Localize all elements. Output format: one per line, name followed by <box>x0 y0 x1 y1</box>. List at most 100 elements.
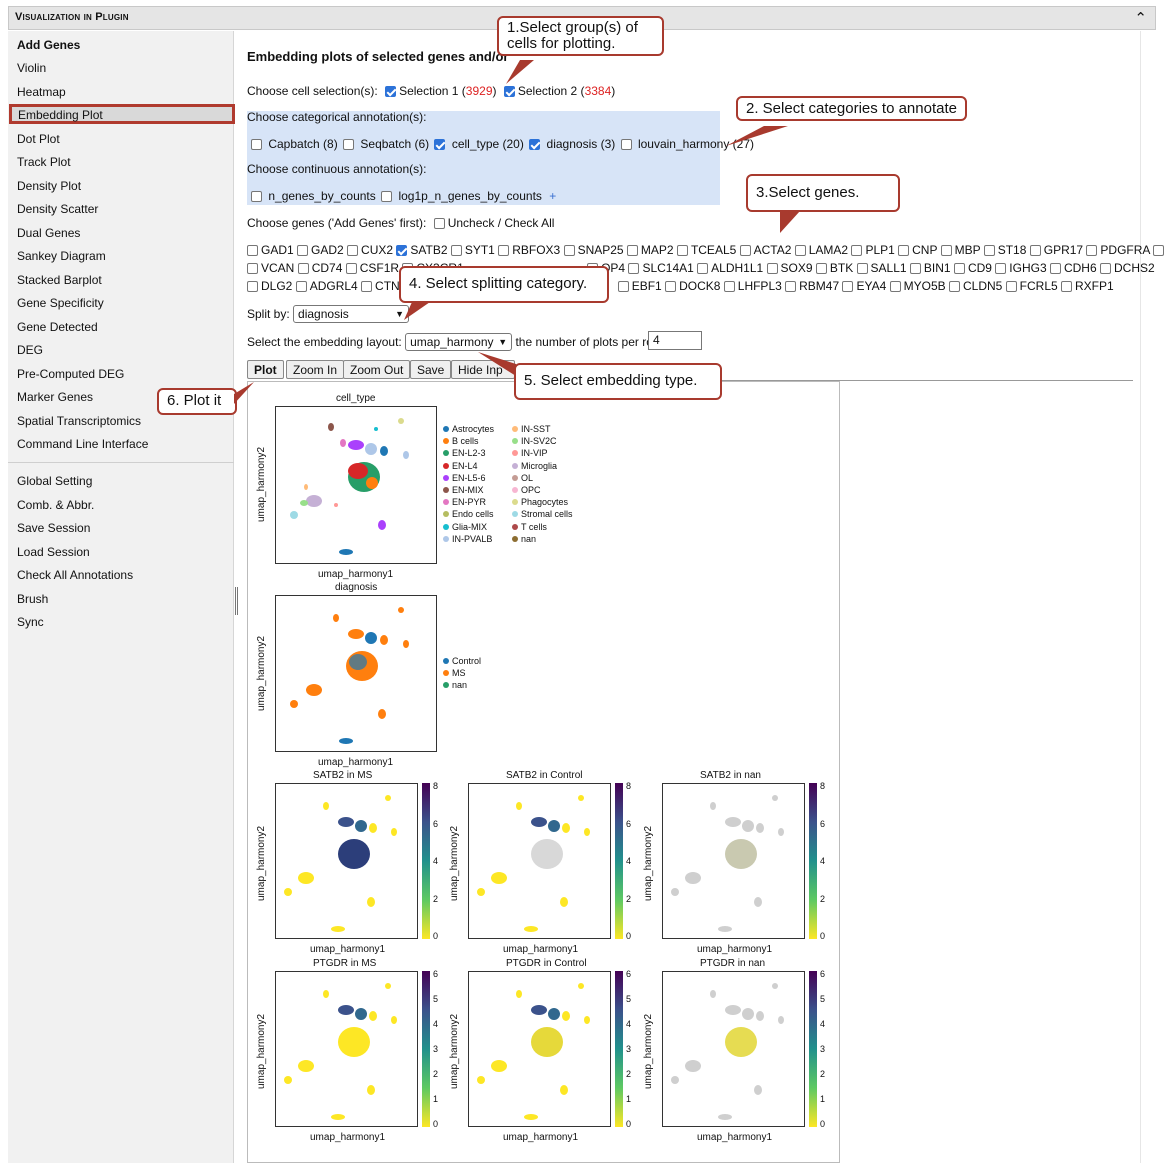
sidebar-item-pre-computed-deg[interactable]: Pre-Computed DEG <box>17 367 125 381</box>
gene-checkbox-vcan[interactable] <box>247 263 258 274</box>
sidebar-item-dual-genes[interactable]: Dual Genes <box>17 226 81 240</box>
sidebar-item-sync[interactable]: Sync <box>17 615 44 629</box>
zoom-out-button[interactable]: Zoom Out <box>343 360 411 379</box>
gene-checkbox-satb2[interactable] <box>396 245 408 256</box>
capbatch-checkbox[interactable] <box>251 139 262 150</box>
gene-checkboxes-row-3[interactable]: DLG2 ADGRL4 CTNN EBF1 DOCK8 LHFPL3 RBM47… <box>247 279 1114 293</box>
gene-checkbox-cldn5[interactable] <box>948 281 960 292</box>
gene-checkbox-st18[interactable] <box>983 245 995 256</box>
cell-type-scatter <box>290 418 409 555</box>
sidebar-item-brush[interactable]: Brush <box>17 592 49 606</box>
sidebar-item-gene-detected[interactable]: Gene Detected <box>17 320 98 334</box>
louvain-harmony-checkbox[interactable] <box>620 139 632 150</box>
gene-checkbox-sox9[interactable] <box>766 263 778 274</box>
gene-checkbox-fcrl5[interactable] <box>1005 281 1017 292</box>
gene-checkbox-lhfpl3[interactable] <box>723 281 735 292</box>
legend-label: Microglia <box>521 460 558 471</box>
sidebar-item-check-all-annotations[interactable]: Check All Annotations <box>17 568 134 582</box>
gene-checkboxes-row-1[interactable]: GAD1 GAD2 CUX2 SATB2 SYT1 RBFOX3 SNAP25 … <box>247 243 1164 257</box>
sidebar-item-add-genes[interactable]: Add Genes <box>17 38 81 52</box>
gene-checkbox-cdh6[interactable] <box>1049 263 1061 274</box>
gene-checkbox-rbfox3[interactable] <box>498 245 510 256</box>
diagnosis-checkbox[interactable] <box>529 139 541 150</box>
gene-checkbox-gad2[interactable] <box>297 245 309 256</box>
gene-checkbox-cux2[interactable] <box>347 245 359 256</box>
sidebar-item-density-plot[interactable]: Density Plot <box>17 179 82 193</box>
sidebar-item-stacked-barplot[interactable]: Stacked Barplot <box>17 273 102 287</box>
gene-checkbox-acta2[interactable] <box>739 245 751 256</box>
gene-checkbox-ebf1[interactable] <box>617 281 629 292</box>
plot-button[interactable]: Plot <box>247 360 284 379</box>
gene-checkbox-cd9[interactable] <box>953 263 965 274</box>
gene-checkbox-ctnn[interactable] <box>361 281 373 292</box>
gene-checkbox-pdgfra[interactable] <box>1086 245 1098 256</box>
sidebar-item-global-setting[interactable]: Global Setting <box>17 474 93 488</box>
sidebar-resize-handle[interactable] <box>235 587 238 615</box>
gene-checkboxes-row-2[interactable]: VCAN CD74 CSF1R CX3CR1 QP4 SLC14A1 ALDH1… <box>247 261 1155 275</box>
sidebar-item-dot-plot[interactable]: Dot Plot <box>17 132 60 146</box>
gene-checkbox-slc14a1[interactable] <box>628 263 640 274</box>
main-scrollbar[interactable] <box>1140 31 1156 1163</box>
cell-type-plot-axes <box>275 406 437 564</box>
gene-checkbox-syt1[interactable] <box>450 245 462 256</box>
sidebar-item-gene-specificity[interactable]: Gene Specificity <box>17 296 104 310</box>
gene-checkbox-overflow[interactable] <box>1153 245 1164 256</box>
sidebar-item-command-line-interface[interactable]: Command Line Interface <box>17 437 149 451</box>
sidebar-item-sankey-diagram[interactable]: Sankey Diagram <box>17 249 106 263</box>
selection-1-checkbox[interactable] <box>385 86 397 97</box>
save-button[interactable]: Save <box>410 360 452 379</box>
n-genes-checkbox[interactable] <box>251 191 262 202</box>
gene-checkbox-gad1[interactable] <box>247 245 258 256</box>
expression-ylabel: umap_harmony2 <box>643 825 654 901</box>
selection-2-checkbox[interactable] <box>503 86 515 97</box>
gene-checkbox-map2[interactable] <box>626 245 638 256</box>
sidebar-item-deg[interactable]: DEG <box>17 343 44 357</box>
gene-checkbox-aldh1l1[interactable] <box>697 263 709 274</box>
chevron-up-icon[interactable]: ⌃ <box>1134 10 1147 27</box>
sidebar-item-marker-genes[interactable]: Marker Genes <box>17 390 94 404</box>
gene-checkbox-eya4[interactable] <box>842 281 854 292</box>
gene-checkbox-mbp[interactable] <box>940 245 952 256</box>
sidebar-item-spatial-transcriptomics[interactable]: Spatial Transcriptomics <box>17 414 142 428</box>
uncheck-all-checkbox[interactable] <box>433 218 445 229</box>
gene-checkbox-csf1r[interactable] <box>345 263 357 274</box>
gene-checkbox-rbm47[interactable] <box>785 281 797 292</box>
log1p-checkbox[interactable] <box>381 191 393 202</box>
legend-entry: EN-L5-6 <box>443 472 494 484</box>
gene-checkbox-tceal5[interactable] <box>676 245 688 256</box>
gene-checkbox-adgrl4[interactable] <box>295 281 307 292</box>
sidebar-item-embedding-plot[interactable]: Embedding Plot <box>9 104 235 124</box>
sidebar-item-heatmap[interactable]: Heatmap <box>17 85 66 99</box>
zoom-in-button[interactable]: Zoom In <box>286 360 345 379</box>
sidebar-item-load-session[interactable]: Load Session <box>17 545 90 559</box>
sidebar-item-save-session[interactable]: Save Session <box>17 521 91 535</box>
gene-checkbox-cnp[interactable] <box>898 245 910 256</box>
split-select[interactable]: diagnosis ▼ <box>293 305 410 323</box>
gene-checkbox-snap25[interactable] <box>563 245 575 256</box>
gene-checkbox-myo5b[interactable] <box>889 281 901 292</box>
sidebar-item-comb-abbr[interactable]: Comb. & Abbr. <box>17 498 95 512</box>
gene-checkbox-cd74[interactable] <box>297 263 309 274</box>
gene-checkbox-dlg2[interactable] <box>247 281 258 292</box>
sidebar-item-violin[interactable]: Violin <box>17 61 47 75</box>
add-annotation-icon[interactable]: + <box>549 189 557 203</box>
gene-checkbox-sall1[interactable] <box>856 263 868 274</box>
gene-label: BIN1 <box>923 261 954 275</box>
sidebar-item-track-plot[interactable]: Track Plot <box>17 155 71 169</box>
gene-checkbox-lama2[interactable] <box>794 245 806 256</box>
legend-swatch <box>443 658 449 664</box>
layout-select[interactable]: umap_harmony ▼ <box>405 333 513 351</box>
gene-checkbox-bin1[interactable] <box>909 263 921 274</box>
sidebar-item-density-scatter[interactable]: Density Scatter <box>17 202 99 216</box>
gene-checkbox-gpr17[interactable] <box>1029 245 1041 256</box>
gene-checkbox-dock8[interactable] <box>665 281 677 292</box>
seqbatch-checkbox[interactable] <box>343 139 355 150</box>
callout-2-arrow <box>726 126 788 146</box>
gene-checkbox-btk[interactable] <box>815 263 827 274</box>
gene-checkbox-dchs2[interactable] <box>1099 263 1111 274</box>
gene-checkbox-rxfp1[interactable] <box>1061 281 1073 292</box>
per-row-input[interactable]: 4 <box>648 331 702 350</box>
cell-type-checkbox[interactable] <box>434 139 446 150</box>
gene-checkbox-ighg3[interactable] <box>995 263 1007 274</box>
gene-checkbox-plp1[interactable] <box>851 245 863 256</box>
